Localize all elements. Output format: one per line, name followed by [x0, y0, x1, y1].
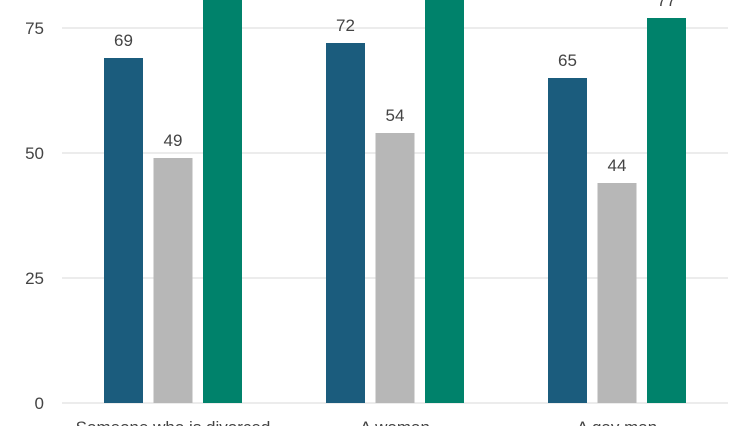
- bar: [597, 183, 637, 403]
- y-tick-label: 75: [25, 19, 44, 38]
- y-tick-label: 0: [35, 394, 44, 413]
- y-axis-ticks: 0 25 50 75: [25, 19, 44, 413]
- data-label: 54: [386, 106, 405, 125]
- data-label: 49: [164, 131, 183, 150]
- x-axis-categories: Someone who is divorced A woman A gay man: [76, 418, 658, 426]
- data-labels: 69 72 65 49 54 44 77: [114, 0, 676, 175]
- data-label: 65: [558, 51, 577, 70]
- bar: [153, 158, 193, 403]
- bar: [203, 0, 242, 403]
- data-label: 72: [336, 16, 355, 35]
- bar: [326, 43, 365, 403]
- bar: [375, 133, 415, 403]
- data-label: 44: [608, 156, 627, 175]
- bar: [647, 18, 686, 403]
- y-tick-label: 25: [25, 269, 44, 288]
- y-tick-label: 50: [25, 144, 44, 163]
- category-label: Someone who is divorced: [76, 418, 271, 426]
- bar: [104, 58, 143, 403]
- data-label: 77: [657, 0, 676, 10]
- bar: [548, 78, 587, 403]
- category-label: A woman: [360, 418, 430, 426]
- data-label: 69: [114, 31, 133, 50]
- bars: [104, 0, 686, 403]
- category-label: A gay man: [577, 418, 657, 426]
- bar: [425, 0, 464, 403]
